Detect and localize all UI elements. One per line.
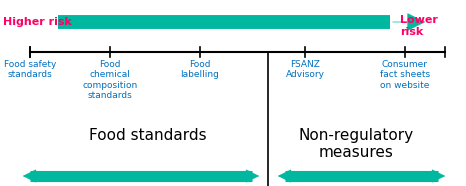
Text: FSANZ
Advisory: FSANZ Advisory [286,60,324,79]
Text: Higher risk: Higher risk [3,17,72,27]
Text: Food standards: Food standards [89,128,207,143]
Text: Non-regulatory
measures: Non-regulatory measures [298,128,413,160]
Text: Food safety
standards: Food safety standards [4,60,56,79]
Text: Lower
risk: Lower risk [400,15,438,37]
Text: Food
labelling: Food labelling [180,60,219,79]
Text: Food
chemical
composition
standards: Food chemical composition standards [82,60,137,100]
Text: Consumer
fact sheets
on website: Consumer fact sheets on website [380,60,430,90]
